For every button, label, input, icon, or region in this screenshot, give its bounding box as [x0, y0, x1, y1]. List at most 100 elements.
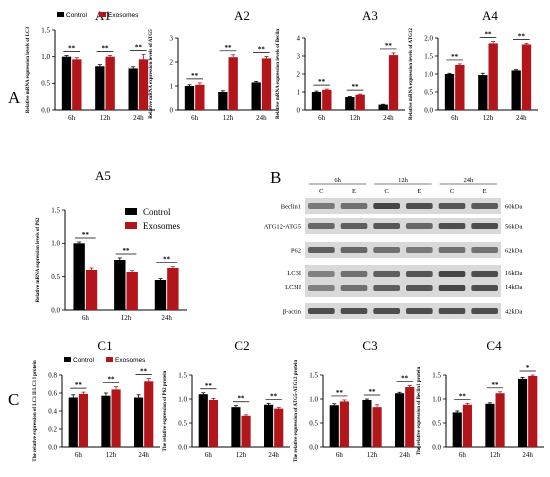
chart-title: A5 — [95, 168, 111, 183]
bar-exosomes-24h — [521, 44, 532, 111]
blot-timepoint-label: 24h — [463, 177, 474, 184]
blot-band — [406, 308, 433, 314]
bar-control-12h — [485, 403, 495, 447]
bar-control-6h — [452, 412, 462, 447]
bar-control-12h — [478, 75, 488, 110]
y-tick-label: 0 — [297, 106, 301, 114]
legend-label-exosomes: Exosomes — [108, 12, 139, 19]
y-tick-label: 0.2 — [48, 425, 57, 433]
legend-swatch-control — [64, 357, 71, 362]
blot-band — [340, 285, 368, 291]
y-tick-label: 1.5 — [424, 52, 433, 60]
y-tick-label: 0.8 — [48, 371, 57, 379]
x-tick-label: 12h — [350, 114, 361, 122]
y-axis-label: Relative mRNA expression levels of LC3 — [26, 26, 31, 113]
legend: Control Exosomes — [64, 357, 146, 364]
legend: Control Exosomes — [125, 207, 180, 231]
blot-strip — [305, 303, 501, 319]
y-tick-label: 0.0 — [309, 443, 318, 451]
y-tick-label: 1.0 — [309, 395, 318, 403]
panel-letter-a: A — [8, 88, 21, 107]
y-tick-label: 1.0 — [424, 70, 433, 78]
blot-band — [438, 285, 466, 291]
bar-exosomes-6h — [78, 393, 88, 447]
bar-exosomes-24h — [388, 55, 399, 110]
y-tick-label: 2 — [297, 70, 301, 78]
blot-band — [373, 285, 400, 291]
bar-exosomes-6h — [72, 59, 82, 110]
x-tick-label: 6h — [82, 314, 90, 322]
blot-size-label: 62kDa — [505, 248, 522, 255]
blot-timepoint-label: 12h — [398, 177, 409, 184]
y-tick-label: 0.5 — [309, 419, 318, 427]
blot-band — [406, 247, 433, 253]
bar-exosomes-24h — [405, 387, 415, 447]
blot-lane-label: C — [450, 188, 454, 195]
bar-exosomes-6h — [195, 84, 205, 110]
blot-strip — [305, 242, 501, 258]
blot-strip — [305, 218, 501, 234]
significance-mark: ** — [270, 392, 278, 400]
blot-lane-label: E — [483, 188, 487, 195]
chart-c2: C2 0.0 0.5 1.0 1.5 The relative expression of… — [163, 338, 290, 459]
y-axis-label: Relative mRNA expression levels of P62 — [36, 217, 41, 302]
chart-a3: A3 0 1 2 3 4 Relative mRNA expression levels o… — [276, 8, 405, 122]
x-tick-label: 24h — [133, 114, 144, 122]
blot-protein-label: LC3I — [287, 270, 301, 277]
significance-mark: ** — [135, 44, 143, 52]
chart-title: C2 — [234, 338, 249, 353]
x-tick-label: 6h — [459, 451, 467, 459]
x-tick-label: 6h — [336, 451, 344, 459]
x-tick-label: 12h — [121, 314, 132, 322]
legend-label-exosomes: Exosomes — [143, 221, 180, 231]
bar-control-6h — [68, 397, 78, 447]
significance-mark: ** — [258, 45, 266, 53]
x-tick-label: 24h — [138, 451, 149, 459]
x-tick-label: 12h — [223, 114, 234, 122]
blot-lane-label: C — [384, 188, 388, 195]
blot-band — [373, 247, 400, 253]
chart-title: C3 — [362, 338, 377, 353]
y-tick-label: 0.4 — [48, 407, 57, 415]
significance-mark: ** — [140, 368, 148, 376]
bar-exosomes-24h — [167, 268, 179, 310]
blot-band — [438, 203, 466, 209]
y-tick-label: 1.0 — [51, 240, 60, 248]
blot-size-label: 56kDa — [505, 224, 522, 231]
blot-size-label: 60kDa — [505, 204, 522, 211]
bar-exosomes-6h — [85, 270, 98, 310]
y-tick-label: 0.5 — [424, 88, 433, 96]
chart-title: C1 — [97, 338, 112, 353]
blot-size-label: 14kDa — [505, 284, 522, 291]
blot-band — [308, 203, 335, 209]
blot-protein-label: β-actin — [283, 309, 302, 316]
y-tick-label: 3 — [170, 34, 174, 42]
y-tick-label: 4 — [297, 34, 301, 42]
significance-mark: ** — [108, 376, 116, 384]
bar-control-6h — [444, 74, 455, 110]
y-tick-label: 0.6 — [48, 389, 57, 397]
blot-lane-label: C — [319, 188, 323, 195]
blot-band — [373, 223, 400, 229]
bar-control-6h — [198, 394, 208, 447]
legend: Control Exosomes — [57, 12, 139, 19]
significance-mark: ** — [401, 375, 409, 383]
blot-band — [471, 271, 498, 277]
bar-exosomes-24h — [261, 58, 272, 110]
blot-band — [308, 247, 335, 253]
x-tick-label: 6h — [68, 114, 76, 122]
bar-control-6h — [61, 56, 72, 110]
y-tick-label: 0.5 — [432, 419, 441, 427]
blot-band — [438, 247, 466, 253]
bar-exosomes-24h — [274, 408, 284, 447]
bar-control-24h — [134, 397, 144, 447]
y-tick-label: 2.0 — [424, 34, 433, 42]
legend-swatch-control — [57, 12, 64, 17]
legend-label-control: Control — [66, 12, 88, 19]
bar-exosomes-12h — [495, 393, 505, 447]
blot-band — [340, 247, 368, 253]
y-tick-label: 1.5 — [41, 26, 50, 34]
blot-band — [438, 271, 466, 277]
bar-control-12h — [218, 92, 228, 110]
